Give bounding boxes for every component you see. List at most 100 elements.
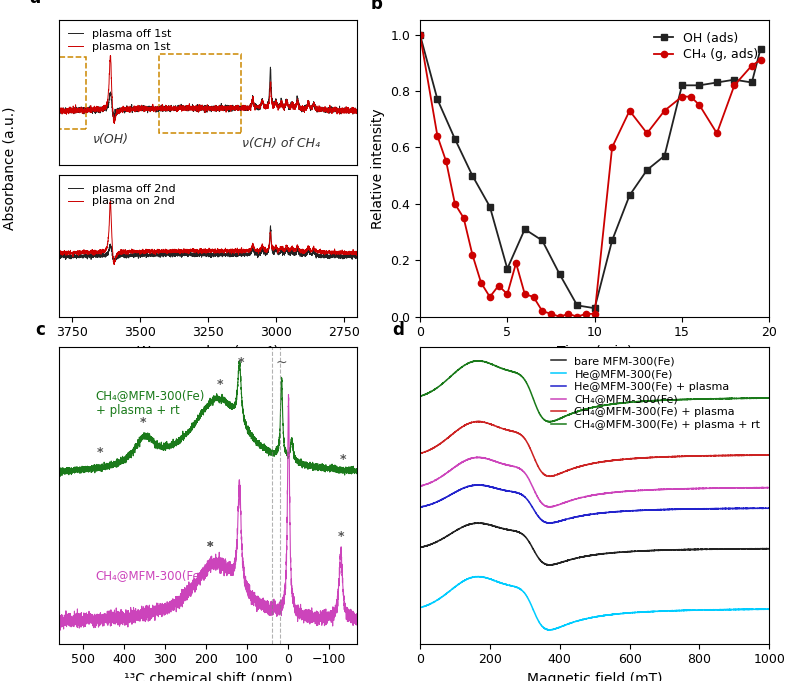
plasma on 1st: [181, 104, 191, 112]
OH (ads): [756, 44, 765, 52]
plasma on 1st: [352, 107, 362, 115]
CH₄@MFM-300(Fe) + plasma: [415, 449, 425, 458]
He@MFM-300(Fe) + plasma: [415, 503, 425, 511]
CH₄@MFM-300(Fe): [473, 453, 482, 461]
CH₄ (g, ads): [468, 251, 477, 259]
He@MFM-300(Fe) + plasma: [582, 511, 591, 519]
CH₄ (g, ads): [747, 61, 757, 69]
He@MFM-300(Fe) + plasma: [736, 505, 746, 513]
CH₄@MFM-300(Fe) + plasma + rt: [415, 392, 425, 400]
Text: ν(CH) of CH₄: ν(CH) of CH₄: [243, 137, 320, 150]
plasma on 1st: [106, 52, 115, 60]
plasma on 2nd: [106, 197, 115, 206]
OH (ads): [451, 135, 460, 143]
Text: *: *: [97, 446, 103, 459]
Text: *: *: [217, 378, 224, 391]
Line: CH₄ (g, ads): CH₄ (g, ads): [417, 31, 764, 320]
CH₄ (g, ads): [590, 310, 600, 318]
CH₄ (g, ads): [529, 293, 539, 301]
He@MFM-300(Fe): [736, 605, 746, 614]
Line: He@MFM-300(Fe): He@MFM-300(Fe): [420, 577, 769, 630]
CH₄@MFM-300(Fe) + plasma: [473, 417, 482, 426]
CH₄@MFM-300(Fe) + plasma + rt: [582, 405, 591, 413]
Line: CH₄@MFM-300(Fe): CH₄@MFM-300(Fe): [420, 457, 769, 507]
Legend: bare MFM-300(Fe), He@MFM-300(Fe), He@MFM-300(Fe) + plasma, CH₄@MFM-300(Fe), CH₄@: bare MFM-300(Fe), He@MFM-300(Fe), He@MFM…: [548, 353, 764, 433]
He@MFM-300(Fe): [565, 619, 575, 627]
plasma on 2nd: [181, 246, 191, 254]
bare MFM-300(Fe): [582, 552, 591, 560]
plasma on 2nd: [88, 248, 97, 256]
plasma off 1st: [169, 105, 178, 113]
CH₄ (g, ads): [572, 313, 582, 321]
He@MFM-300(Fe): [415, 603, 425, 612]
Line: plasma off 2nd: plasma off 2nd: [59, 226, 357, 262]
Text: ν(OH): ν(OH): [93, 133, 129, 146]
CH₄ (g, ads): [546, 310, 556, 318]
plasma on 2nd: [352, 250, 362, 258]
CH₄@MFM-300(Fe): [754, 484, 764, 492]
plasma off 2nd: [347, 254, 356, 262]
Legend: plasma off 2nd, plasma on 2nd: plasma off 2nd, plasma on 2nd: [64, 181, 179, 210]
OH (ads): [730, 76, 739, 84]
plasma on 2nd: [110, 260, 119, 268]
He@MFM-300(Fe) + plasma: [473, 481, 482, 489]
He@MFM-300(Fe) + plasma: [565, 514, 575, 522]
plasma off 2nd: [266, 222, 276, 230]
OH (ads): [747, 78, 757, 86]
OH (ads): [415, 31, 425, 39]
CH₄@MFM-300(Fe) + plasma + rt: [562, 411, 571, 419]
CH₄ (g, ads): [659, 107, 669, 115]
Text: *: *: [140, 417, 146, 430]
He@MFM-300(Fe) + plasma: [754, 504, 764, 512]
Text: *: *: [338, 530, 344, 543]
He@MFM-300(Fe): [546, 626, 555, 634]
CH₄ (g, ads): [415, 31, 425, 39]
CH₄ (g, ads): [730, 81, 739, 89]
CH₄ (g, ads): [625, 107, 634, 115]
plasma on 1st: [106, 55, 115, 63]
Text: c: c: [35, 321, 45, 339]
He@MFM-300(Fe) + plasma: [765, 504, 774, 512]
CH₄ (g, ads): [433, 132, 442, 140]
He@MFM-300(Fe): [669, 607, 678, 615]
Line: CH₄@MFM-300(Fe) + plasma: CH₄@MFM-300(Fe) + plasma: [420, 422, 769, 476]
CH₄ (g, ads): [564, 310, 573, 318]
bare MFM-300(Fe): [736, 545, 746, 553]
plasma off 2nd: [109, 257, 119, 266]
CH₄@MFM-300(Fe): [565, 497, 575, 505]
Legend: plasma off 1st, plasma on 1st: plasma off 1st, plasma on 1st: [64, 26, 175, 55]
He@MFM-300(Fe) + plasma: [546, 519, 555, 527]
bare MFM-300(Fe): [565, 556, 575, 564]
He@MFM-300(Fe): [473, 573, 483, 581]
CH₄ (g, ads): [555, 313, 564, 321]
He@MFM-300(Fe): [582, 615, 591, 623]
Text: *: *: [340, 454, 346, 466]
CH₄@MFM-300(Fe): [669, 485, 678, 493]
OH (ads): [520, 225, 529, 234]
plasma on 2nd: [54, 249, 64, 257]
plasma off 2nd: [169, 249, 178, 257]
plasma off 1st: [347, 106, 356, 114]
plasma off 2nd: [352, 252, 362, 260]
OH (ads): [590, 304, 600, 313]
Line: CH₄@MFM-300(Fe) + plasma + rt: CH₄@MFM-300(Fe) + plasma + rt: [420, 361, 769, 422]
Line: plasma on 2nd: plasma on 2nd: [59, 202, 357, 264]
CH₄@MFM-300(Fe): [546, 503, 555, 511]
plasma on 2nd: [169, 246, 178, 254]
X-axis label: ¹³C chemical shift (ppm): ¹³C chemical shift (ppm): [124, 672, 292, 681]
Text: d: d: [392, 321, 404, 339]
plasma off 1st: [106, 88, 115, 96]
He@MFM-300(Fe): [562, 620, 571, 629]
Text: *: *: [238, 356, 244, 369]
CH₄@MFM-300(Fe) + plasma + rt: [565, 411, 575, 419]
X-axis label: Wavenumber (cm⁻¹): Wavenumber (cm⁻¹): [137, 345, 279, 359]
Text: CH₄@MFM-300(Fe)
+ plasma + rt: CH₄@MFM-300(Fe) + plasma + rt: [96, 389, 205, 417]
OH (ads): [625, 191, 634, 200]
plasma on 1st: [110, 119, 119, 127]
CH₄ (g, ads): [459, 214, 469, 222]
plasma off 2nd: [88, 251, 97, 259]
bare MFM-300(Fe): [765, 545, 774, 553]
plasma off 1st: [109, 114, 119, 123]
Text: *: *: [206, 539, 214, 553]
OH (ads): [485, 202, 495, 210]
